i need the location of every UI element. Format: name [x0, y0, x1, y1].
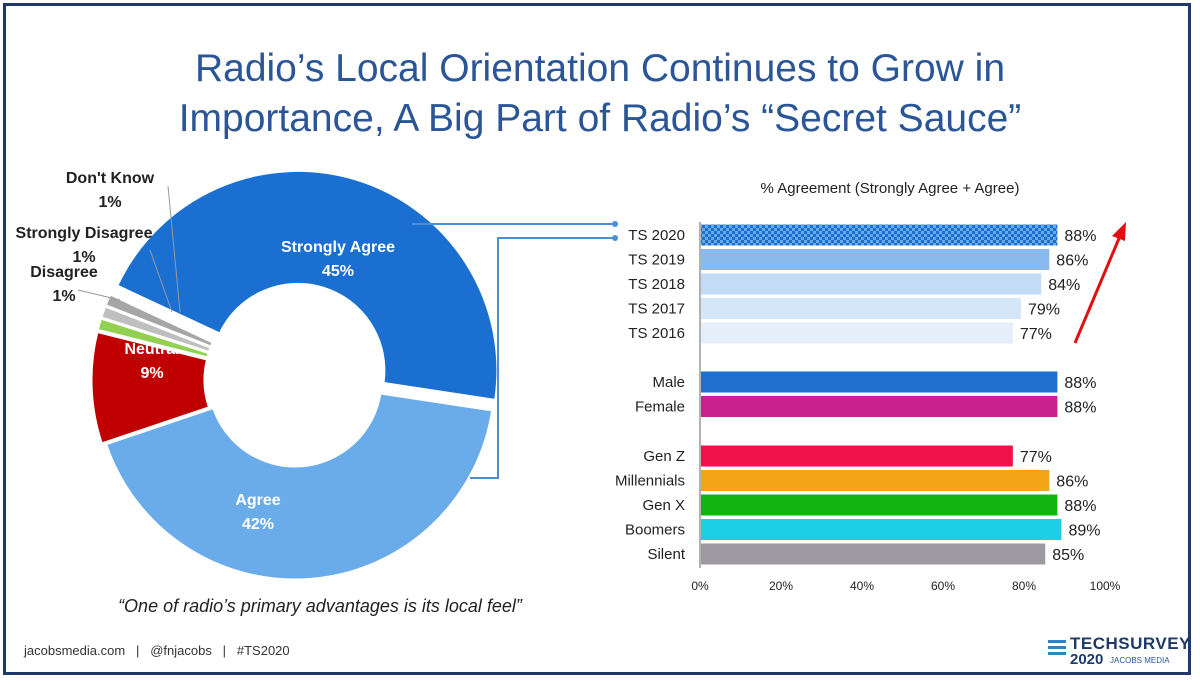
- donut-value-label: 45%: [322, 263, 354, 280]
- trend-arrow-icon: [1073, 235, 1122, 344]
- x-tick-label: 0%: [691, 579, 709, 593]
- x-tick-label: 40%: [850, 579, 874, 593]
- x-tick-label: 80%: [1012, 579, 1036, 593]
- bar-category-label: Silent: [647, 546, 685, 563]
- bar-category-label: TS 2020: [628, 227, 685, 244]
- bar-value-label: 86%: [1056, 253, 1088, 270]
- bar-ts-2018: [701, 273, 1042, 295]
- connector-line: [470, 237, 615, 479]
- bar-value-label: 77%: [1020, 449, 1052, 466]
- footer-text: jacobsmedia.com | @fnjacobs | #TS2020: [24, 643, 290, 658]
- bar-value-label: 85%: [1052, 547, 1084, 564]
- bar-category-label: Female: [635, 399, 685, 416]
- donut-value-label: 1%: [98, 194, 121, 211]
- donut-value-label: 42%: [242, 516, 274, 533]
- logo-lines-icon: [1048, 640, 1066, 658]
- donut-label: Agree: [235, 492, 280, 509]
- donut-slice-strongly-agree: [114, 169, 500, 403]
- donut-value-label: 1%: [52, 288, 75, 305]
- connector-dot: [612, 235, 618, 241]
- bar-value-label: 86%: [1056, 474, 1088, 491]
- slide-title: Radio’s Local Orientation Continues to G…: [0, 44, 1200, 144]
- bar-category-label: Millennials: [615, 473, 685, 490]
- x-tick-label: 100%: [1090, 579, 1121, 593]
- bar-category-label: TS 2018: [628, 276, 685, 293]
- bar-chart-title: % Agreement (Strongly Agree + Agree): [761, 180, 1020, 197]
- bar-millennials: [701, 470, 1050, 491]
- donut-slice-don-t-know: [103, 291, 216, 350]
- bar-value-label: 79%: [1028, 302, 1060, 319]
- chart-caption: “One of radio’s primary advantages is it…: [118, 596, 522, 616]
- title-line-1: Radio’s Local Orientation Continues to G…: [194, 47, 1006, 90]
- donut-value-label: 9%: [140, 365, 163, 382]
- bar-category-label: Boomers: [625, 522, 685, 539]
- logo-sub: JACOBS MEDIA: [1110, 656, 1170, 665]
- bar-value-label: 77%: [1020, 326, 1052, 343]
- bar-category-label: TS 2019: [628, 252, 685, 269]
- bar-ts-2020: [701, 224, 1058, 246]
- trend-arrowhead-icon: [1112, 222, 1126, 241]
- donut-value-label: 1%: [72, 249, 95, 266]
- bar-boomers: [701, 519, 1062, 540]
- bar-category-label: Gen Z: [643, 448, 685, 465]
- leader-line: [167, 185, 181, 313]
- donut-label: Disagree: [30, 264, 98, 281]
- logo-year: 2020: [1070, 651, 1104, 668]
- donut-label: Strongly Disagree: [16, 225, 153, 242]
- bar-ts-2019: [701, 249, 1050, 270]
- bar-ts-2017: [701, 298, 1021, 319]
- x-tick-label: 60%: [931, 579, 955, 593]
- leader-line: [77, 289, 121, 301]
- bar-value-label: 84%: [1048, 277, 1080, 294]
- bar-silent: [701, 543, 1046, 565]
- bar-gen-z: [701, 445, 1013, 467]
- logo-name: TECHSURVEY: [1070, 634, 1191, 653]
- bar-category-label: TS 2017: [628, 301, 685, 318]
- connector-dot: [612, 221, 618, 227]
- x-tick-label: 20%: [769, 579, 793, 593]
- bar-category-label: TS 2016: [628, 325, 685, 342]
- bar-gen-x: [701, 494, 1058, 516]
- bar-value-label: 88%: [1064, 228, 1096, 245]
- donut-label: Strongly Agree: [281, 239, 395, 256]
- title-line-2: Importance, A Big Part of Radio’s “Secre…: [178, 97, 1022, 140]
- donut-slice-agree: [103, 391, 495, 582]
- bar-ts-2016: [701, 322, 1013, 344]
- bar-value-label: 89%: [1068, 523, 1100, 540]
- leader-line: [149, 249, 173, 313]
- bar-value-label: 88%: [1064, 400, 1096, 417]
- bar-female: [701, 396, 1058, 417]
- bar-category-label: Male: [652, 374, 685, 391]
- bar-male: [701, 371, 1058, 393]
- bar-value-label: 88%: [1064, 375, 1096, 392]
- donut-label: Don't Know: [66, 170, 155, 187]
- techsurvey-logo: TECHSURVEY 2020 JACOBS MEDIA: [1048, 634, 1190, 670]
- bar-category-label: Gen X: [642, 497, 685, 514]
- bar-value-label: 88%: [1064, 498, 1096, 515]
